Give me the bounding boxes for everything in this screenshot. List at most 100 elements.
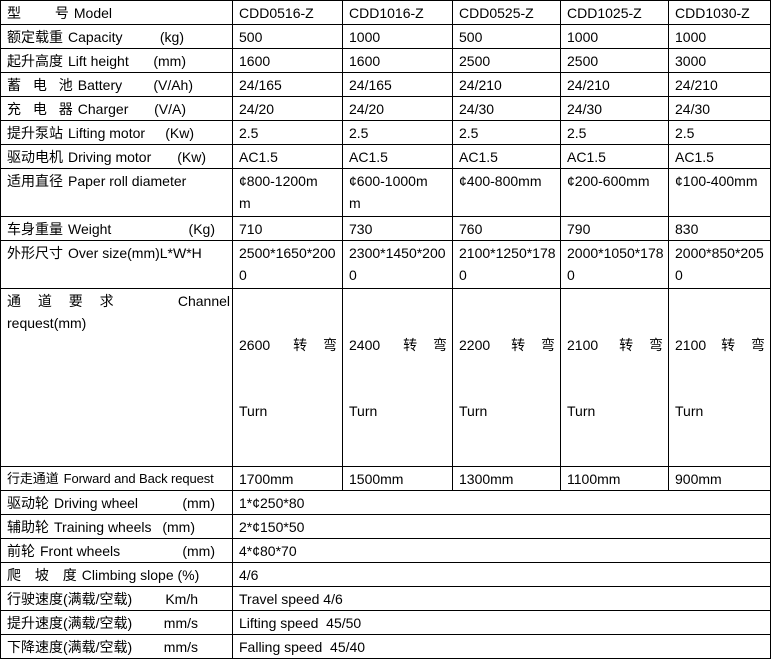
label-zh: 爬 坡 度 [7,566,77,583]
cell-value: Lifting speed 45/50 [232,610,771,635]
label-en: Channel [177,293,230,309]
cell-value: AC1.5 [668,144,771,169]
cell-value: AC1.5 [452,144,561,169]
label-unit: (mm) [182,542,215,559]
cell-value: 1000 [560,24,669,49]
cell-value: ¢600-1000mm [342,168,453,217]
cell-value: 24/30 [452,96,561,121]
row-label: 提升速度(满载/空载) mm/s [0,610,233,635]
label-en: Climbing slope (%) [81,566,200,583]
cell-value: ¢400-800mm [452,168,561,217]
label-unit: (mm) [182,494,215,511]
cell-value: 2000*850*2050 [668,240,771,289]
cell-value: 500 [452,24,561,49]
cell-value: 24/210 [560,72,669,97]
cell-value: Travel speed 4/6 [232,586,771,611]
label-zh: 外形尺寸 [7,245,63,261]
row-label: 充 电 器 Charger (V/A) [0,96,233,121]
cell-value: 2500 [560,48,669,73]
row-label-model: 型 号 Model [0,0,233,25]
label-unit: mm/s [163,638,198,655]
table-row-lifting-speed: 提升速度(满载/空载) mm/s Lifting speed 45/50 [0,610,771,635]
cell-value: 4*¢80*70 [232,538,771,563]
cell-value: 2300*1450*2000 [342,240,453,289]
label-unit: (mm) [162,518,195,535]
cell-value: 24/165 [342,72,453,97]
table-row-paper-roll-diameter: 适用直径 Paper roll diameter ¢800-1200mm ¢600… [0,168,771,217]
label-unit: (kg) [159,28,184,45]
cell-value: 1700mm [232,466,343,491]
label-zh: 适用直径 [7,173,63,189]
cell-value: 2.5 [452,120,561,145]
table-row-over-size: 外形尺寸 Over size(mm)L*W*H 2500*1650*2000 23… [0,240,771,289]
cell-value: AC1.5 [560,144,669,169]
label-unit: mm/s [163,614,198,631]
cell-value: ¢200-600mm [560,168,669,217]
cell-value: 2200 转 弯 Turn [452,288,561,467]
cell-value: 2500*1650*2000 [232,240,343,289]
row-label: 通 道 要 求 Channel request(mm) [0,288,233,467]
cell-value: 24/210 [668,72,771,97]
label-en: Model [73,4,113,21]
cell-value: 24/210 [452,72,561,97]
cell-value: 2100 转 弯 Turn [560,288,669,467]
table-row-front-wheels: 前轮 Front wheels (mm) 4*¢80*70 [0,538,771,563]
model-name: CDD0516-Z [232,0,343,25]
label-unit: (V/A) [154,100,186,117]
cell-value: 1*¢250*80 [232,490,771,515]
model-name: CDD1030-Z [668,0,771,25]
label-unit: Km/h [165,590,198,607]
label-zh: 型 号 [7,4,69,21]
table-row-lifting-motor: 提升泵站 Lifting motor (Kw) 2.5 2.5 2.5 2.5 2.… [0,120,771,145]
row-label: 行驶速度(满载/空载) Km/h [0,586,233,611]
model-name: CDD1016-Z [342,0,453,25]
label-text: 驱动轮 Driving wheel [7,494,139,511]
table-row-capacity: 额定载重 Capacity (kg) 500 1000 500 1000 1000 [0,24,771,49]
label-text: 充 电 器 Charger [7,100,129,117]
label-unit: (V/Ah) [153,76,193,93]
label-unit: (mm) [153,52,186,69]
cell-value: 1300mm [452,466,561,491]
label-zh: 下降速度(满载/空载) [7,638,133,655]
table-row-charger: 充 电 器 Charger (V/A) 24/20 24/20 24/30 24/3… [0,96,771,121]
cell-value: 1000 [668,24,771,49]
table-row-falling-speed: 下降速度(满载/空载) mm/s Falling speed 45/40 [0,634,771,659]
label-en: Paper roll diameter [68,173,187,189]
row-label: 提升泵站 Lifting motor (Kw) [0,120,233,145]
model-name: CDD1025-Z [560,0,669,25]
cell-value: 3000 [668,48,771,73]
cell-value: 790 [560,216,669,241]
label-text: 辅助轮 Training wheels [7,518,152,535]
label-zh: 行驶速度(满载/空载) [7,590,133,607]
model-name: CDD0525-Z [452,0,561,25]
cell-value: 24/30 [560,96,669,121]
cell-value: 24/165 [232,72,343,97]
cell-value: 2100 转 弯 Turn [668,288,771,467]
cell-value: 1500mm [342,466,453,491]
cell-value: 1000 [342,24,453,49]
cell-value: 4/6 [232,562,771,587]
cell-value: ¢800-1200mm [232,168,343,217]
row-label: 驱动轮 Driving wheel (mm) [0,490,233,515]
cell-value: AC1.5 [232,144,343,169]
table-row-model: 型 号 Model CDD0516-Z CDD1016-Z CDD0525-Z C… [0,0,771,25]
label-text: 提升泵站 Lifting motor [7,124,146,141]
label-text: 驱动电机 Driving motor [7,148,152,165]
label-text: 车身重量 Weight [7,220,112,237]
table-row-driving-motor: 驱动电机 Driving motor (Kw) AC1.5 AC1.5 AC1.5 … [0,144,771,169]
cell-value: ¢100-400mm [668,168,771,217]
row-label: 车身重量 Weight (Kg) [0,216,233,241]
cell-value: 730 [342,216,453,241]
label-unit: (Kw) [165,124,194,141]
cell-value: 760 [452,216,561,241]
table-row-training-wheels: 辅助轮 Training wheels (mm) 2*¢150*50 [0,514,771,539]
cell-value: 24/30 [668,96,771,121]
label-en: Forward and Back request [63,470,214,486]
cell-value: 500 [232,24,343,49]
row-label: 蓄 电 池 Battery (V/Ah) [0,72,233,97]
cell-value: AC1.5 [342,144,453,169]
row-label: 前轮 Front wheels (mm) [0,538,233,563]
label-zh: 提升速度(满载/空载) [7,614,133,631]
row-label: 驱动电机 Driving motor (Kw) [0,144,233,169]
